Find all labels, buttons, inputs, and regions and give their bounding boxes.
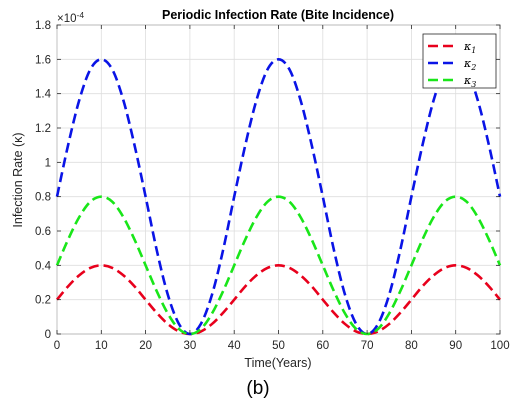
chart-title: Periodic Infection Rate (Bite Incidence) [162, 8, 394, 22]
y-tick-label: 1 [45, 157, 51, 169]
series-line-kappa-3 [55, 195, 502, 336]
series-layer [55, 58, 502, 336]
x-tick-label: 50 [272, 340, 285, 352]
figure-caption: (b) [246, 378, 270, 399]
x-tick-label: 30 [184, 340, 197, 352]
y-tick-label: 1.8 [35, 20, 51, 32]
legend-label: κ2 [463, 57, 476, 72]
series-line-kappa-1 [55, 264, 502, 336]
y-tick-label: 0 [45, 329, 51, 341]
series-line-kappa-2 [55, 58, 502, 336]
ticks: 0 10 20 30 40 50 60 70 80 90 100 0 0.2 0.4 0.6 0.8 1 1.2 1… [35, 20, 510, 352]
x-tick-label: 100 [490, 340, 509, 352]
y-tick-label: 1.4 [35, 89, 52, 101]
legend-symbol: κ [463, 40, 472, 53]
y-tick-label: 0.2 [35, 295, 51, 307]
exponent-base: ×10 [57, 13, 77, 25]
chart: 0 10 20 30 40 50 60 70 80 90 100 0 0.2 0.4 0.6 0.8 1 1.2 1… [11, 8, 510, 370]
x-tick-label: 80 [405, 340, 418, 352]
y-tick-label: 0.6 [35, 226, 51, 238]
legend-symbol: κ [463, 74, 472, 87]
x-tick-label: 90 [449, 340, 462, 352]
y-axis-label: Infection Rate (κ) [11, 132, 25, 227]
y-tick-label: 1.2 [35, 123, 51, 135]
x-tick-label: 20 [139, 340, 152, 352]
x-tick-label: 10 [95, 340, 108, 352]
exponent-power: -4 [77, 10, 85, 20]
y-tick-label: 1.6 [35, 54, 51, 66]
exponent-label: ×10-4 [57, 10, 84, 25]
x-tick-label: 0 [54, 340, 60, 352]
y-tick-label: 0.4 [35, 260, 52, 272]
legend-subscript: 2 [470, 63, 476, 72]
legend-label: κ3 [463, 74, 476, 89]
legend-label: κ1 [463, 40, 476, 55]
legend-symbol: κ [463, 57, 472, 70]
y-tick-label: 0.8 [35, 192, 51, 204]
x-tick-label: 60 [316, 340, 329, 352]
legend-subscript: 1 [471, 46, 476, 55]
legend-subscript: 3 [471, 80, 476, 89]
x-axis-label: Time(Years) [244, 356, 311, 370]
x-tick-label: 40 [228, 340, 241, 352]
x-tick-label: 70 [361, 340, 374, 352]
